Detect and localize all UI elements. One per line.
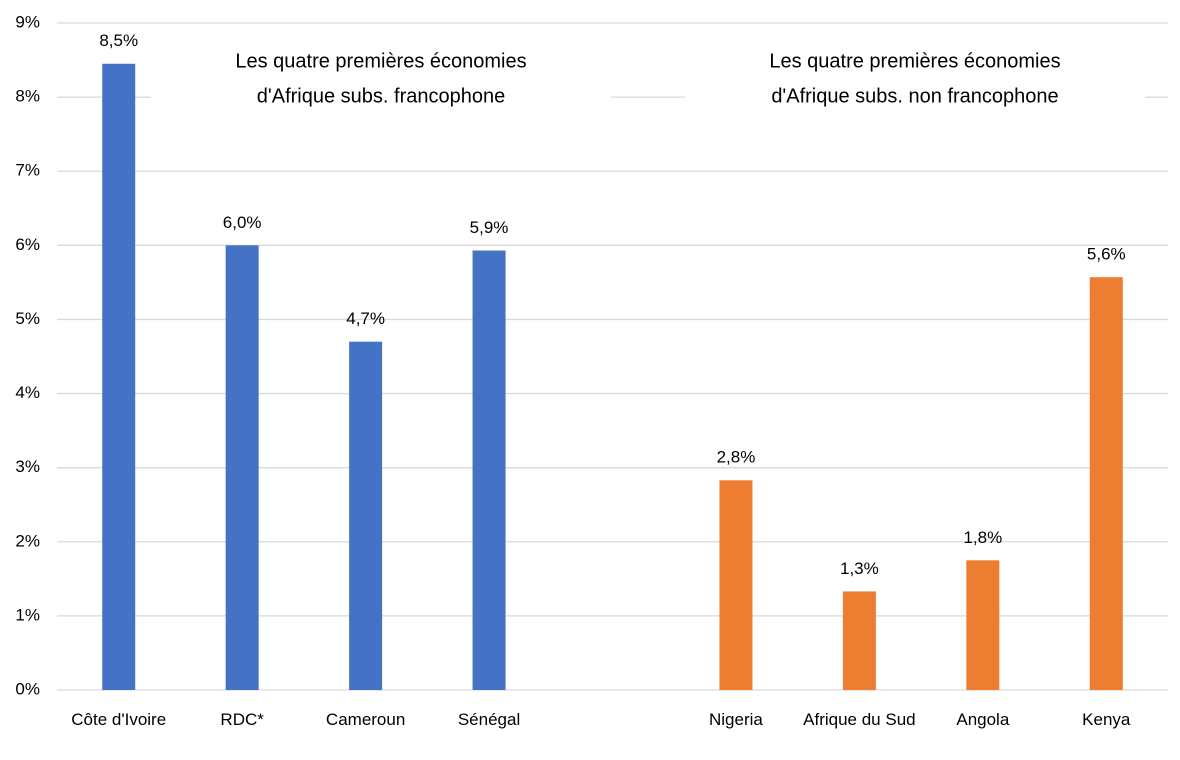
bar xyxy=(349,341,383,690)
x-tick-label: Nigeria xyxy=(709,710,763,729)
y-tick-label: 3% xyxy=(15,457,40,476)
x-tick-label: Côte d'Ivoire xyxy=(71,710,167,729)
data-label: 8,5% xyxy=(99,31,138,50)
x-tick-label: Angola xyxy=(956,710,1010,729)
bar xyxy=(842,591,876,690)
data-label: 5,9% xyxy=(470,218,509,237)
annotation: Les quatre premières économies xyxy=(769,50,1060,72)
x-tick-label: Cameroun xyxy=(325,710,406,729)
annotation: d'Afrique subs. francophone xyxy=(257,85,505,107)
y-tick-label: 6% xyxy=(15,235,40,254)
data-label: 5,6% xyxy=(1087,245,1126,264)
data-label: 4,7% xyxy=(346,309,385,328)
y-tick-label: 2% xyxy=(15,531,40,550)
data-label: 1,3% xyxy=(840,559,879,578)
bar xyxy=(102,63,136,691)
x-tick-label: Kenya xyxy=(1082,710,1131,729)
data-label: 1,8% xyxy=(963,528,1002,547)
bar xyxy=(472,250,506,690)
y-tick-label: 0% xyxy=(15,679,40,698)
annotation: d'Afrique subs. non francophone xyxy=(771,85,1058,107)
bar xyxy=(966,560,1000,690)
y-tick-label: 9% xyxy=(15,12,40,31)
bar xyxy=(225,245,259,691)
data-label: 6,0% xyxy=(223,213,262,232)
annotation: Les quatre premières économies xyxy=(235,50,526,72)
bar xyxy=(719,480,753,690)
y-tick-label: 7% xyxy=(15,161,40,180)
annotation-box xyxy=(685,44,1145,116)
x-tick-label: Afrique du Sud xyxy=(803,710,916,729)
annotation-box xyxy=(151,44,611,116)
bar xyxy=(1089,277,1123,690)
y-tick-label: 1% xyxy=(15,605,40,624)
data-label: 2,8% xyxy=(717,448,756,467)
y-tick-label: 4% xyxy=(15,383,40,402)
y-tick-label: 8% xyxy=(15,87,40,106)
x-tick-label: RDC* xyxy=(220,710,264,729)
y-tick-label: 5% xyxy=(15,309,40,328)
x-tick-label: Sénégal xyxy=(457,710,521,729)
